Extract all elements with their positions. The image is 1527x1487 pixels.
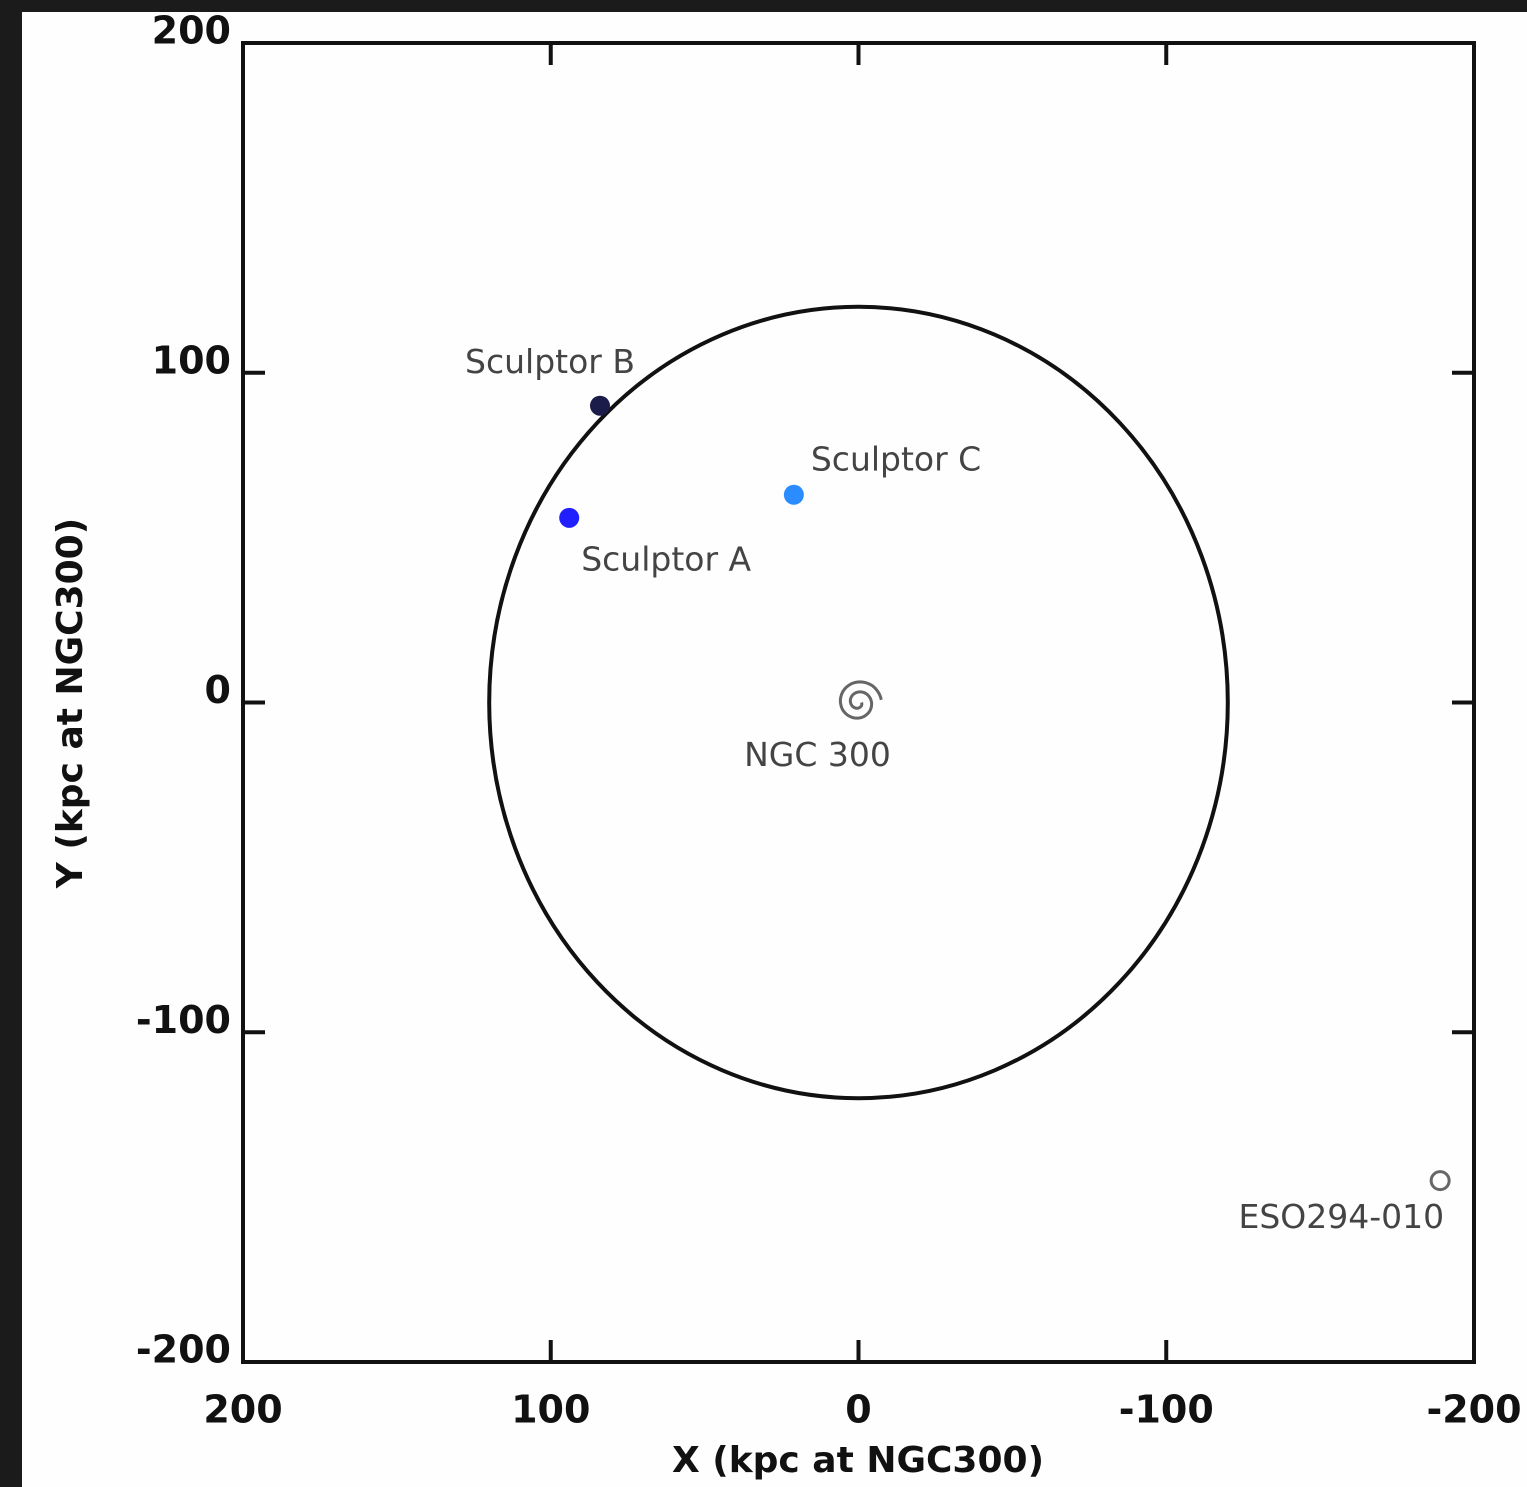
point-label: Sculptor C <box>811 439 981 478</box>
x-tick-label: -100 <box>1119 1388 1214 1432</box>
point-label: Sculptor B <box>465 342 635 381</box>
y-tick-label: -100 <box>136 998 231 1042</box>
point <box>783 484 804 505</box>
point <box>1429 1170 1451 1192</box>
point-label: NGC 300 <box>744 735 891 774</box>
point-label: ESO294-010 <box>1238 1197 1444 1236</box>
y-tick-label: 200 <box>152 9 231 53</box>
x-tick-label: 0 <box>845 1388 871 1432</box>
y-tick-label: 100 <box>152 338 231 382</box>
point <box>838 680 883 720</box>
point <box>589 395 610 416</box>
x-tick-label: -200 <box>1426 1388 1521 1432</box>
y-tick-label: -200 <box>136 1328 231 1372</box>
y-axis-title: Y (kpc at NGC300) <box>50 518 91 889</box>
virial-ring <box>487 304 1230 1101</box>
point-label: Sculptor A <box>581 539 751 578</box>
x-tick-label: 100 <box>511 1388 590 1432</box>
x-axis-title: X (kpc at NGC300) <box>672 1440 1044 1481</box>
x-tick-label: 200 <box>203 1388 282 1432</box>
point <box>559 507 580 528</box>
chart-panel <box>22 12 1527 1487</box>
y-tick-label: 0 <box>205 668 231 712</box>
